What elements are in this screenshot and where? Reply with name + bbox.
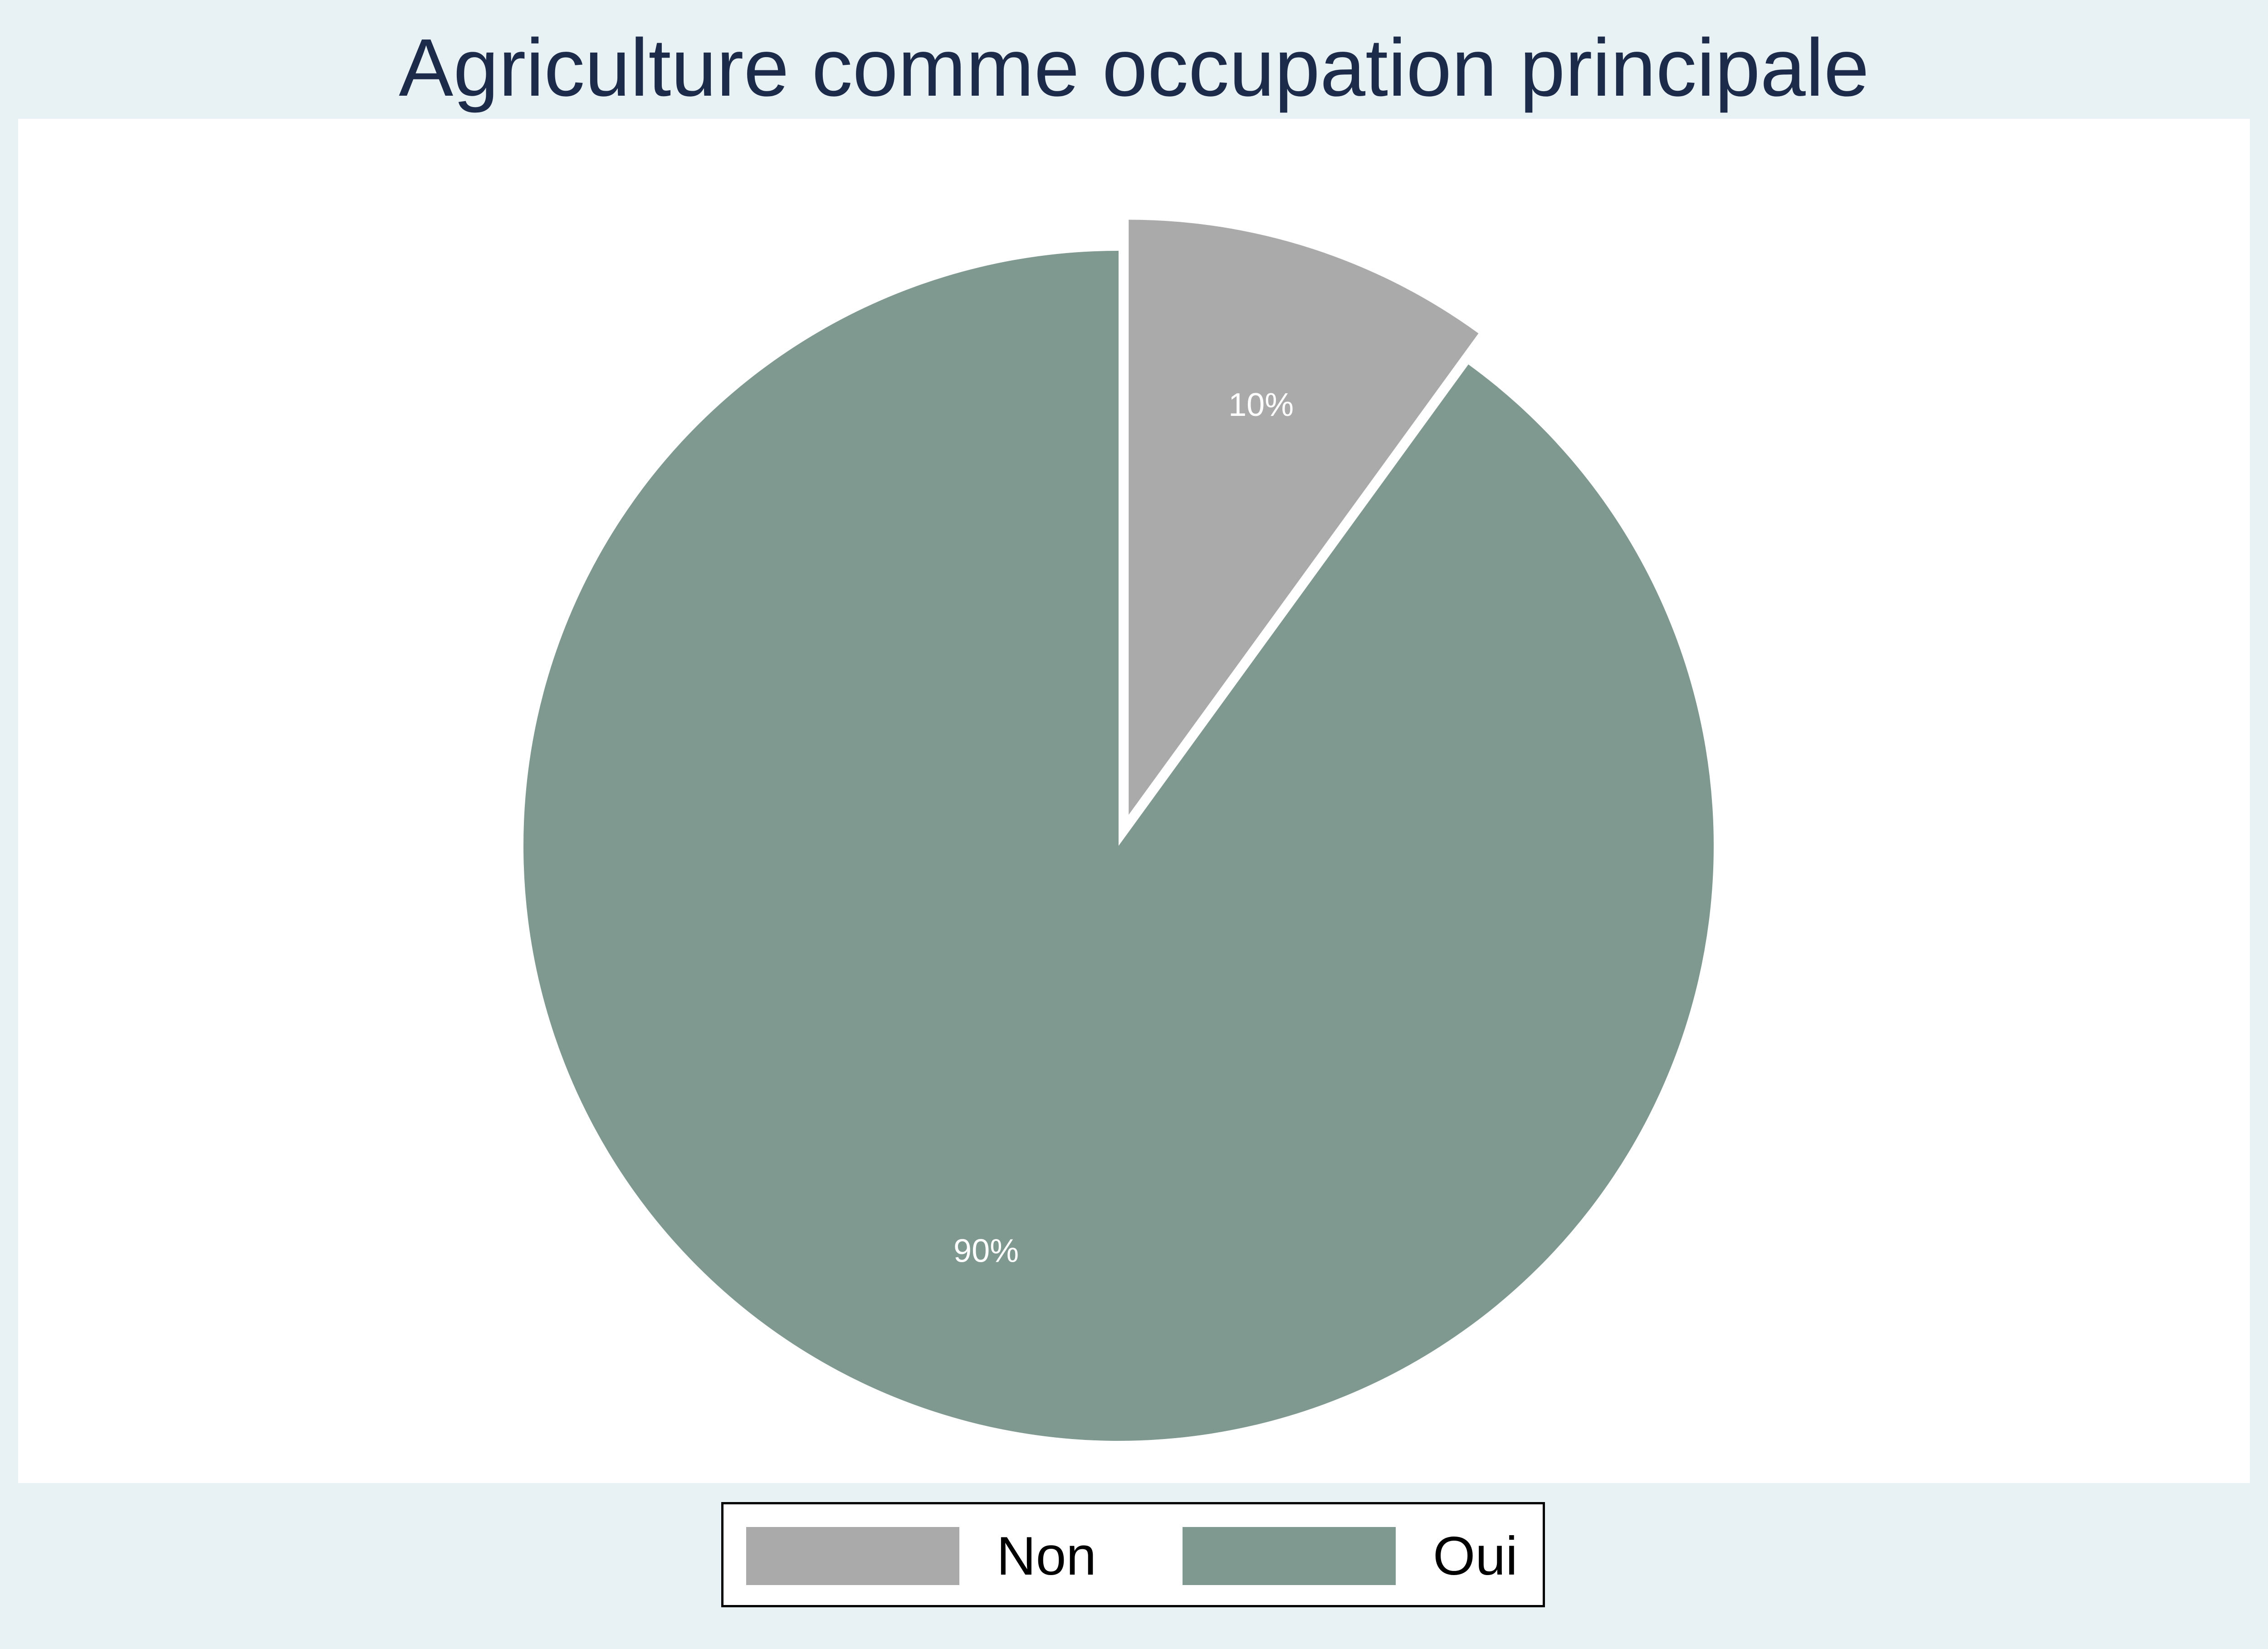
slice-label-non: 10% [1228, 387, 1294, 423]
legend-swatch-oui [1183, 1527, 1396, 1585]
legend-label-non: Non [997, 1526, 1097, 1586]
pie-chart: 10% 90% [523, 220, 1714, 1441]
pie-slice-non [1129, 220, 1479, 815]
slice-label-oui: 90% [953, 1233, 1019, 1269]
legend-label-oui: Oui [1433, 1526, 1518, 1586]
legend: Non Oui [721, 1502, 1545, 1607]
legend-swatch-non [746, 1527, 959, 1585]
chart-title: Agriculture comme occupation principale [399, 22, 1869, 113]
plot-area: 10% 90% [18, 119, 2250, 1483]
pie-slice-oui [523, 251, 1714, 1441]
